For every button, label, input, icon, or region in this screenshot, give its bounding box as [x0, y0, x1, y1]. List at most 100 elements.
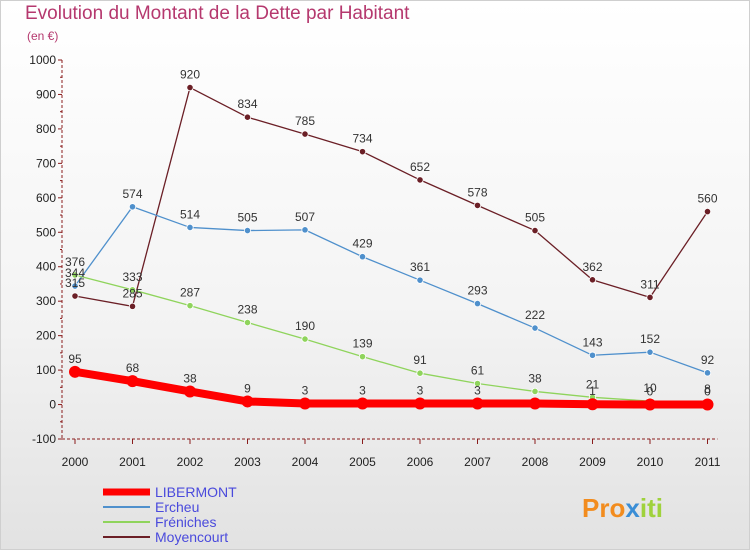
data-point — [416, 276, 424, 284]
data-label: 3 — [417, 384, 424, 398]
x-tick-label: 2005 — [349, 455, 376, 469]
data-label: 734 — [352, 132, 372, 146]
data-point — [471, 397, 484, 410]
logo-letter: i — [656, 493, 663, 523]
data-label: 507 — [295, 210, 315, 224]
series-line-libermont — [71, 367, 712, 409]
legend-label-libermont: LIBERMONT — [155, 484, 237, 500]
x-tick-label: 2004 — [292, 455, 319, 469]
data-point — [186, 302, 194, 310]
series-line-moyencourt — [74, 86, 709, 308]
y-tick-label: 500 — [36, 225, 56, 239]
x-tick-label: 2010 — [637, 455, 664, 469]
data-label: 344 — [65, 266, 85, 280]
data-point — [416, 176, 424, 184]
y-tick-label: 200 — [36, 329, 56, 343]
data-point — [299, 397, 311, 410]
series-line-freniches — [74, 274, 709, 403]
data-point — [414, 397, 426, 410]
data-point — [588, 351, 597, 359]
data-point — [241, 395, 254, 408]
data-label: 152 — [640, 332, 660, 346]
x-tick-label: 2007 — [464, 455, 491, 469]
data-label: 222 — [525, 308, 545, 322]
data-point — [416, 369, 424, 377]
y-tick-label: 700 — [36, 156, 56, 170]
proxiti-logo: Proxiti — [582, 493, 663, 523]
data-point — [243, 318, 252, 327]
series-line-ercheu — [74, 206, 709, 374]
data-point — [301, 226, 309, 234]
data-point — [644, 398, 656, 411]
data-label: 68 — [126, 361, 140, 375]
data-point — [243, 226, 252, 235]
x-tick-label: 2001 — [119, 455, 146, 469]
data-label: 190 — [295, 319, 315, 333]
data-label: 578 — [467, 185, 487, 199]
data-point — [646, 293, 654, 301]
y-tick-label: 600 — [36, 191, 56, 205]
data-label: 139 — [352, 337, 372, 351]
data-label: 293 — [467, 284, 487, 298]
data-label: 0 — [647, 385, 654, 399]
data-point — [71, 282, 79, 290]
data-point — [358, 353, 367, 361]
data-label: 429 — [352, 237, 372, 251]
data-label: 834 — [237, 97, 257, 111]
data-point — [473, 201, 482, 209]
logo-letter: t — [647, 493, 656, 523]
data-point — [358, 148, 367, 156]
data-point — [184, 385, 196, 398]
data-label: 920 — [180, 68, 200, 82]
data-point — [356, 397, 369, 410]
data-label: 333 — [122, 270, 142, 284]
data-label: 505 — [525, 211, 545, 225]
x-tick-label: 2008 — [522, 455, 549, 469]
data-point — [71, 292, 79, 300]
data-point — [186, 223, 194, 232]
data-label: 560 — [697, 192, 717, 206]
legend-label-moyencourt: Moyencourt — [155, 529, 228, 545]
axes: -100010020030040050060070080090010002000… — [29, 53, 720, 469]
x-tick-label: 2006 — [407, 455, 434, 469]
data-label: 38 — [183, 371, 197, 385]
y-tick-label: 900 — [36, 87, 56, 101]
data-point — [586, 398, 599, 411]
chart-subtitle: (en €) — [27, 29, 59, 43]
chart-title: Evolution du Montant de la Dette par Hab… — [25, 3, 410, 24]
logo-letter: x — [625, 493, 640, 523]
data-point — [128, 203, 137, 211]
data-label: 315 — [65, 276, 85, 290]
data-point — [128, 286, 137, 294]
data-label: 285 — [122, 286, 142, 300]
data-label: 514 — [180, 207, 200, 221]
data-label: 3 — [474, 384, 481, 398]
data-label: 311 — [640, 277, 659, 291]
y-tick-label: 400 — [36, 260, 56, 274]
x-tick-label: 2011 — [695, 455, 721, 469]
data-label: 574 — [122, 187, 142, 201]
data-point — [71, 271, 79, 279]
y-tick-label: 800 — [36, 122, 56, 136]
data-label: 92 — [701, 353, 715, 367]
data-point — [128, 302, 137, 310]
x-tick-label: 2002 — [177, 455, 204, 469]
data-point — [126, 375, 139, 388]
x-tick-label: 2003 — [234, 455, 261, 469]
logo-letter: i — [640, 493, 647, 523]
x-tick-label: 2009 — [579, 455, 606, 469]
data-label: 505 — [237, 211, 257, 225]
data-label: 91 — [413, 353, 427, 367]
logo-letter: r — [599, 493, 609, 523]
y-tick-label: 300 — [36, 294, 56, 308]
data-label: 0 — [704, 385, 711, 399]
legend-label-freniches: Fréniches — [155, 514, 216, 530]
legend-label-ercheu: Ercheu — [155, 499, 199, 515]
data-label: 362 — [582, 260, 602, 274]
data-point — [646, 348, 654, 356]
data-point — [531, 324, 539, 332]
y-tick-label: 0 — [49, 398, 56, 412]
data-label: 9 — [244, 381, 251, 395]
data-point — [69, 365, 81, 378]
